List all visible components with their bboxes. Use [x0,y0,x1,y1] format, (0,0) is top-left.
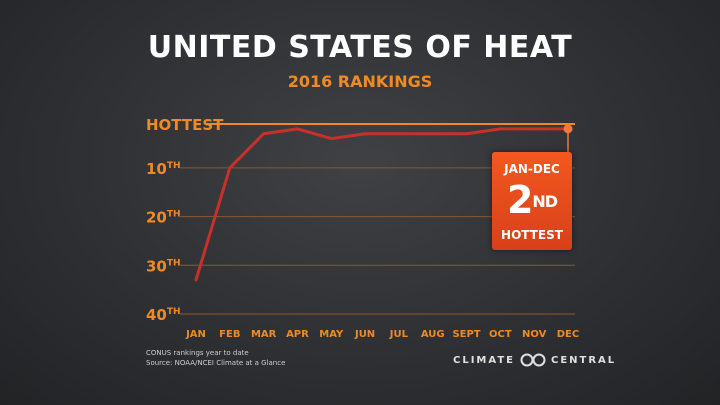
x-tick-label-oct: OCT [489,329,512,340]
y-tick-label-0: HOTTEST [146,116,224,134]
callout-period: JAN-DEC [504,162,560,176]
logo-text-left: CLIMATE [453,354,515,366]
x-tick-label-feb: FEB [219,329,240,340]
y-tick-suffix-1: TH [167,161,181,171]
y-tick-label-2: 20TH [146,209,181,227]
logo-text-right: CENTRAL [551,354,617,366]
chart-subtitle: 2016 RANKINGS [287,72,433,91]
x-tick-label-nov: NOV [522,329,547,340]
x-tick-label-aug: AUG [421,329,445,340]
x-tick-label-dec: DEC [557,329,579,340]
y-tick-suffix-2: TH [167,210,181,220]
callout-rank: 2ND [492,178,572,222]
climate-central-logo: CLIMATE CENTRAL [453,353,616,367]
x-tick-label-may: MAY [319,329,344,340]
x-tick-label-mar: MAR [251,329,277,340]
x-tick-label-jan: JAN [185,329,206,340]
y-tick-suffix-3: TH [167,258,181,268]
ranking-end-point [563,124,573,134]
ranking-series-line [194,127,570,282]
footnote-source: Source: NOAA/NCEI Climate at a Glance [146,359,286,367]
y-tick-label-4: 40TH [146,306,181,324]
x-tick-label-apr: APR [286,329,309,340]
callout-rank-number: 2 [506,178,533,222]
y-tick-label-3: 30TH [146,257,181,275]
x-tick-label-sept: SEPT [452,329,480,340]
y-tick-suffix-4: TH [167,307,181,317]
logo-rings-icon [520,353,546,367]
x-tick-label-jul: JUL [389,329,409,340]
rank-callout: JAN-DEC 2ND HOTTEST [492,152,572,250]
chart-title: UNITED STATES OF HEAT [147,30,573,65]
callout-label: HOTTEST [501,228,563,242]
y-tick-label-1: 10TH [146,160,181,178]
footnote-rankings: CONUS rankings year to date [146,349,249,357]
callout-rank-suffix: ND [532,192,558,211]
x-tick-label-jun: JUN [354,329,375,340]
